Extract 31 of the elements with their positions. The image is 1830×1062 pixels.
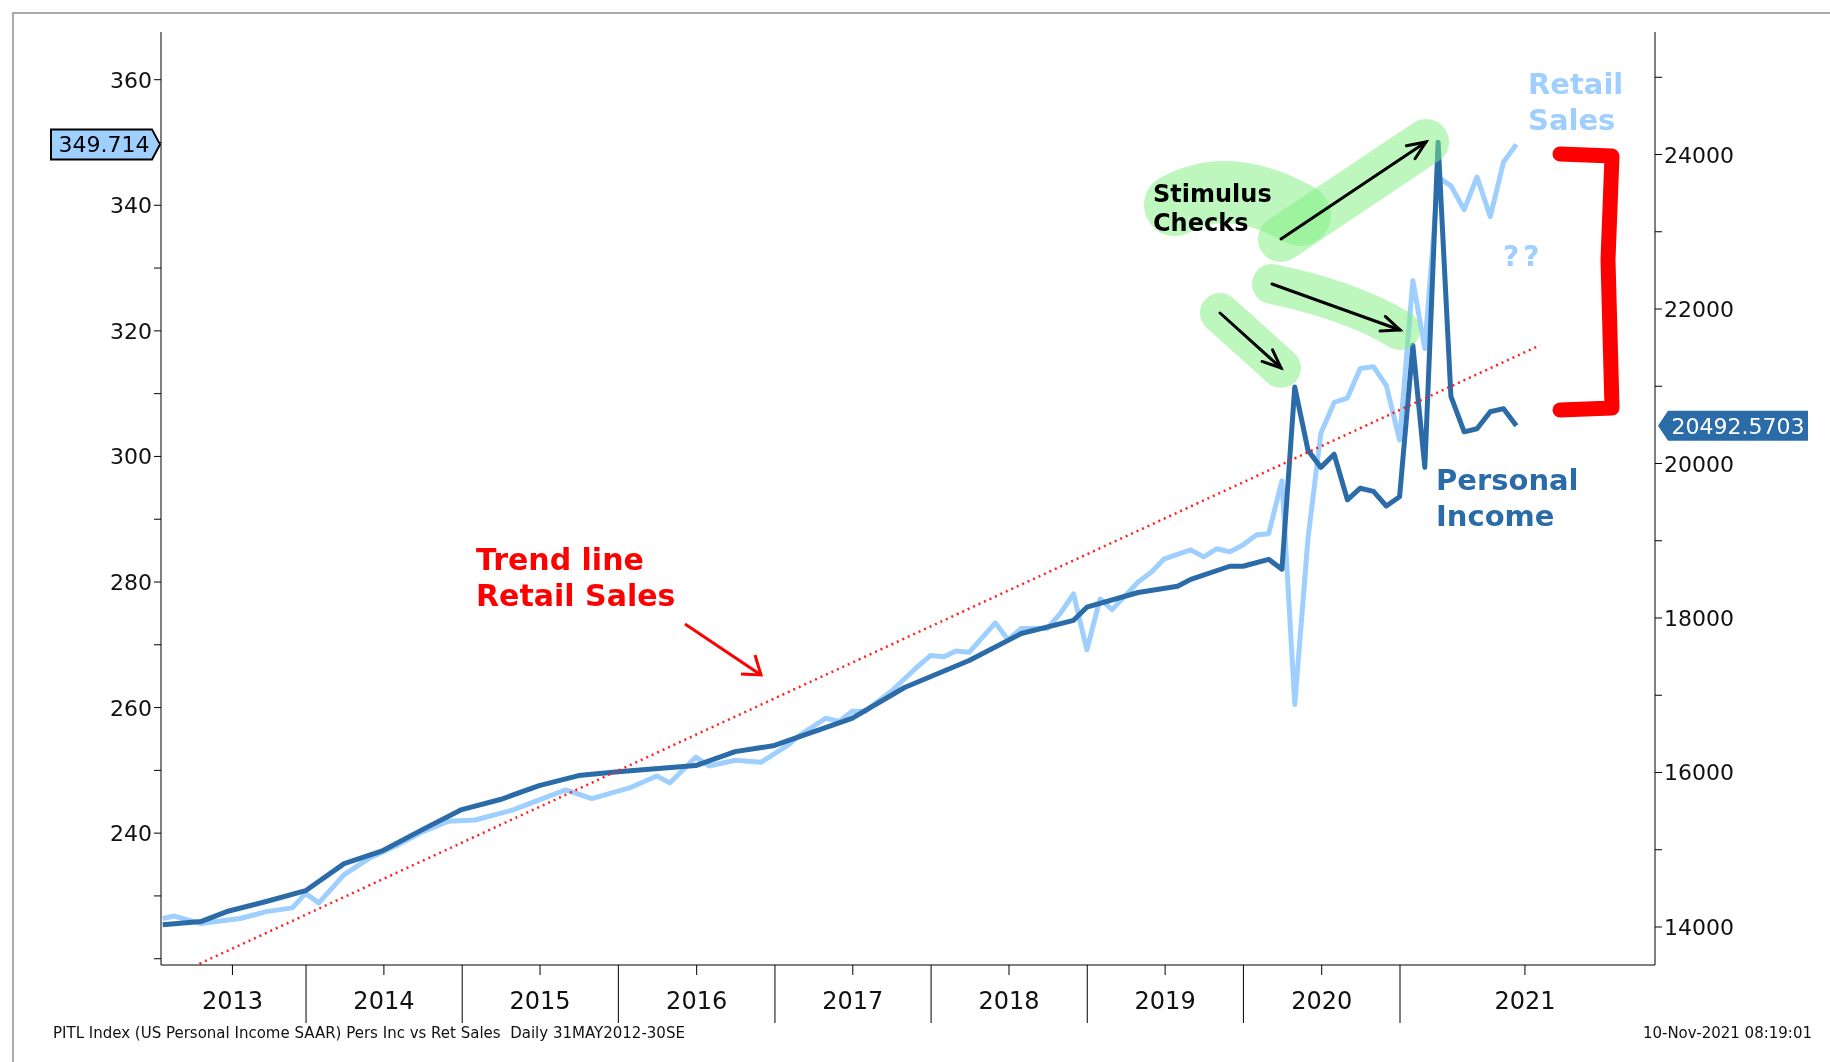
- text: PITL Index (US Personal Income SAAR) Pers Inc vs Ret Sales Daily 31MAY2012-30SE: [53, 1024, 686, 1042]
- y-tick-label: 340: [110, 193, 152, 219]
- x-tick-label: 2019: [1134, 987, 1196, 1015]
- x-tick-label: 2016: [666, 987, 728, 1015]
- text: 10-Nov-2021 08:19:01: [1641, 1024, 1812, 1042]
- x-tick-label: 2021: [1494, 987, 1556, 1015]
- x-tick-label: 2014: [353, 987, 415, 1015]
- y-tick-label: 320: [110, 318, 152, 344]
- y-tick-label: 240: [110, 821, 152, 847]
- series-label: Retail Sales: [1528, 66, 1625, 138]
- x-tick-label: 2017: [822, 987, 884, 1015]
- x-tick-label: 2018: [978, 987, 1040, 1015]
- y-tick-label: 300: [110, 444, 152, 470]
- x-tick-label: 2015: [509, 987, 571, 1015]
- y2-tick-label: 22000: [1664, 297, 1734, 323]
- y2-tick-label: 24000: [1664, 142, 1734, 168]
- y-tick-label: 280: [110, 570, 152, 596]
- annotation: Stimulus Checks: [1153, 180, 1273, 238]
- y2-tick-label: 14000: [1664, 914, 1734, 940]
- annotation: ??: [1503, 240, 1545, 273]
- value-tag: 349.714: [50, 128, 162, 161]
- y2-tick-label: 20000: [1664, 451, 1734, 477]
- value-tag: 20492.5703: [1658, 410, 1808, 441]
- y2-tick-label: 18000: [1664, 606, 1734, 631]
- x-tick-label: 2020: [1291, 987, 1353, 1015]
- x-tick-label: 2013: [201, 987, 263, 1015]
- y-tick-label: 260: [110, 695, 152, 721]
- y2-tick-label: 16000: [1664, 760, 1734, 786]
- y-tick-label: 360: [110, 67, 152, 93]
- series-label: Personal Income: [1436, 462, 1580, 534]
- annotation: Trend line Retail Sales: [476, 542, 677, 614]
